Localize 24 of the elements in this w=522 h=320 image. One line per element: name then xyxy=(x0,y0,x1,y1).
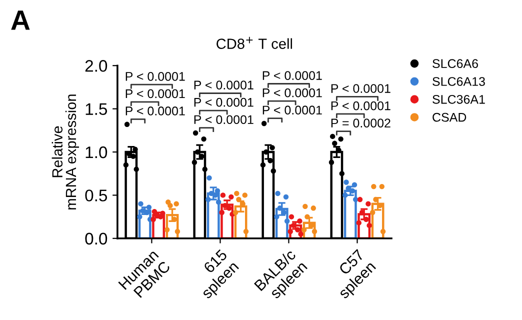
annotation: P < 0.0001 xyxy=(126,72,185,81)
annotation: P < 0.0001 xyxy=(194,80,254,90)
text: A xyxy=(11,10,30,30)
annotation: P < 0.0001 xyxy=(331,101,390,110)
legend-label: SLC6A6 xyxy=(432,59,478,68)
legend-label: SLC6A13 xyxy=(432,77,485,86)
y-tick-label: 0.5 xyxy=(85,190,108,202)
chart-title: CD8$^{+}$ T cell xyxy=(216,36,292,49)
annotation: P < 0.0001 xyxy=(126,106,185,116)
legend-label: CSAD xyxy=(432,112,466,122)
y-tick-label: 2.0 xyxy=(85,60,108,72)
y-axis-title: Relative mRNA expression xyxy=(52,94,80,210)
annotation: P < 0.0001 xyxy=(194,115,254,124)
annotation: P < 0.0001 xyxy=(126,89,185,98)
y-tick-label: 1.0 xyxy=(86,146,108,158)
y-tick-label: 1.5 xyxy=(86,103,108,116)
legend-label: SLC36A1 xyxy=(432,94,485,104)
annotation: P = 0.0002 xyxy=(331,118,390,128)
annotation: P < 0.0001 xyxy=(262,71,322,80)
annotation: P < 0.0001 xyxy=(331,84,390,93)
annotation: P < 0.0001 xyxy=(262,88,322,98)
annotation: P < 0.0001 xyxy=(262,106,322,115)
y-tick-label: 0.0 xyxy=(85,232,108,245)
annotation: P < 0.0001 xyxy=(194,98,254,107)
